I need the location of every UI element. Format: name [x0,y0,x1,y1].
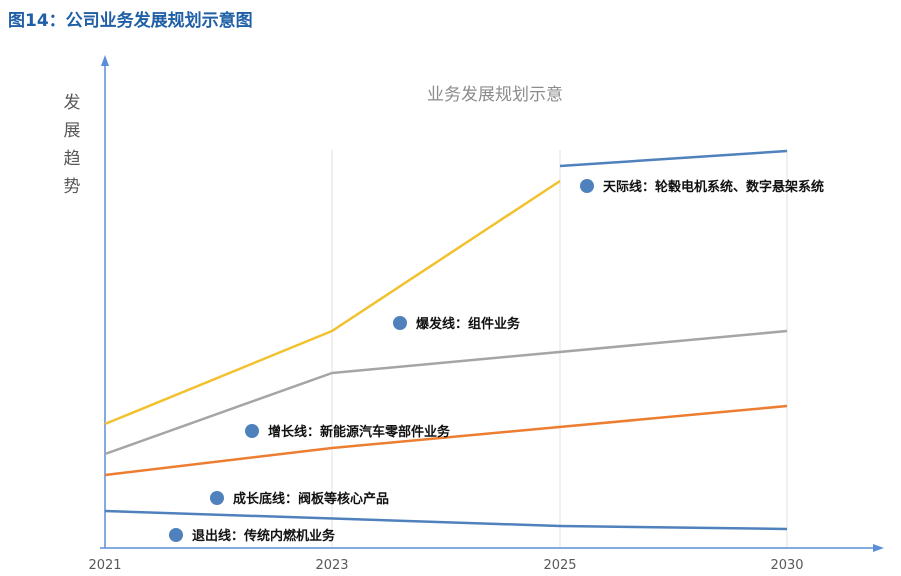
annotation-label: 增长线：新能源汽车零部件业务 [268,424,451,440]
series-lines [104,149,788,531]
annotation-label: 退出线：传统内燃机业务 [192,528,336,544]
series-line-1 [104,509,788,531]
series-line-3 [104,329,788,456]
y-label-char: 势 [64,177,81,197]
x-tick-label: 2030 [770,558,803,573]
x-tick-label: 2023 [315,558,348,573]
annotation-label: 成长底线：阀板等核心产品 [233,491,389,507]
x-tick-label: 2021 [88,558,121,573]
axes [100,55,884,552]
series-line-5 [559,149,788,168]
x-tick-label: 2025 [543,558,576,573]
x-tick-labels: 2021 2023 2025 2030 [88,558,803,573]
series-line-2 [104,404,788,477]
figure-title: 图14：公司业务发展规划示意图 [8,11,253,31]
y-label-char: 发 [64,93,81,113]
annotation-bullet [393,316,407,330]
grid-lines [331,150,788,547]
y-axis-arrow [101,55,109,66]
chart-title: 业务发展规划示意 [427,85,563,105]
annotation-bullet [245,424,259,438]
y-label-char: 趋 [64,149,81,169]
annotation-label: 天际线：轮毂电机系统、数字悬架系统 [603,179,824,195]
annotation-bullet [210,491,224,505]
annotation-bullet [169,528,183,542]
annotations: 天际线：轮毂电机系统、数字悬架系统爆发线：组件业务增长线：新能源汽车零部件业务成… [169,179,824,544]
y-label-char: 展 [64,121,81,141]
x-axis-arrow [873,544,884,552]
annotation-bullet [580,179,594,193]
annotation-label: 爆发线：组件业务 [416,316,521,332]
series-line-4 [104,179,561,426]
